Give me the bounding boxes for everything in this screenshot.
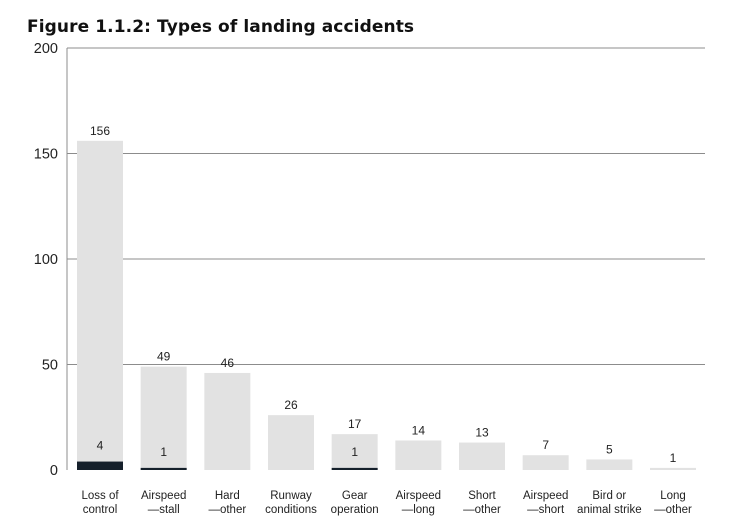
x-category-label-8: Bird or animal strike: [577, 490, 642, 516]
y-tick-label-150: 150: [34, 147, 58, 163]
bar-highlight-0: [77, 461, 123, 470]
data-label-total-4: 17: [348, 417, 362, 431]
x-category-label-2: Hard —other: [208, 490, 246, 516]
data-label-total-5: 14: [412, 423, 426, 437]
gridlines: [67, 47, 705, 365]
data-label-highlight-1: 1: [160, 445, 167, 459]
bar-total-4: [331, 434, 378, 470]
x-category-label-7: Airspeed —short: [523, 490, 568, 516]
y-tick-label-200: 200: [34, 41, 58, 57]
data-label-total-2: 46: [221, 356, 235, 370]
data-label-total-9: 1: [670, 451, 677, 465]
bars: 156 4 49 1 46 26 17 1 14 13 7 5 1: [77, 124, 696, 470]
y-axis-tick-labels: 0 50 100 150 200: [34, 41, 58, 479]
bar-total-0: [77, 140, 123, 470]
y-tick-label-0: 0: [50, 463, 58, 479]
data-label-total-0: 156: [90, 124, 110, 138]
data-label-total-6: 13: [475, 426, 489, 440]
x-category-label-3: Runway conditions: [265, 490, 317, 516]
bar-highlight-4: [331, 467, 378, 470]
x-axis-category-labels: Loss of control Airspeed —stall Hard —other Ru…: [81, 490, 692, 516]
figure-title: Figure 1.1.2: Types of landing accidents: [27, 17, 415, 37]
data-label-highlight-4: 1: [351, 445, 358, 459]
bar-total-3: [268, 415, 314, 470]
data-label-total-7: 7: [542, 438, 549, 452]
data-label-total-1: 49: [157, 350, 171, 364]
x-category-label-9: Long —other: [654, 490, 692, 516]
bar-total-6: [459, 442, 505, 470]
bar-total-9: [650, 467, 696, 470]
bar-total-1: [140, 366, 187, 470]
x-category-label-5: Airspeed —long: [396, 490, 441, 516]
data-label-total-8: 5: [606, 442, 613, 456]
bar-total-5: [395, 440, 442, 470]
data-label-highlight-0: 4: [97, 439, 104, 453]
y-tick-label-50: 50: [42, 358, 58, 374]
data-label-total-3: 26: [284, 398, 298, 412]
bar-highlight-1: [140, 467, 187, 470]
x-category-label-1: Airspeed —stall: [141, 490, 186, 516]
bar-total-8: [586, 459, 633, 470]
x-category-label-6: Short —other: [463, 490, 501, 516]
bar-total-7: [522, 455, 569, 470]
x-category-label-0: Loss of control: [81, 490, 119, 516]
y-tick-label-100: 100: [34, 252, 58, 268]
bar-total-2: [204, 372, 251, 470]
x-category-label-4: Gear operation: [331, 490, 379, 516]
